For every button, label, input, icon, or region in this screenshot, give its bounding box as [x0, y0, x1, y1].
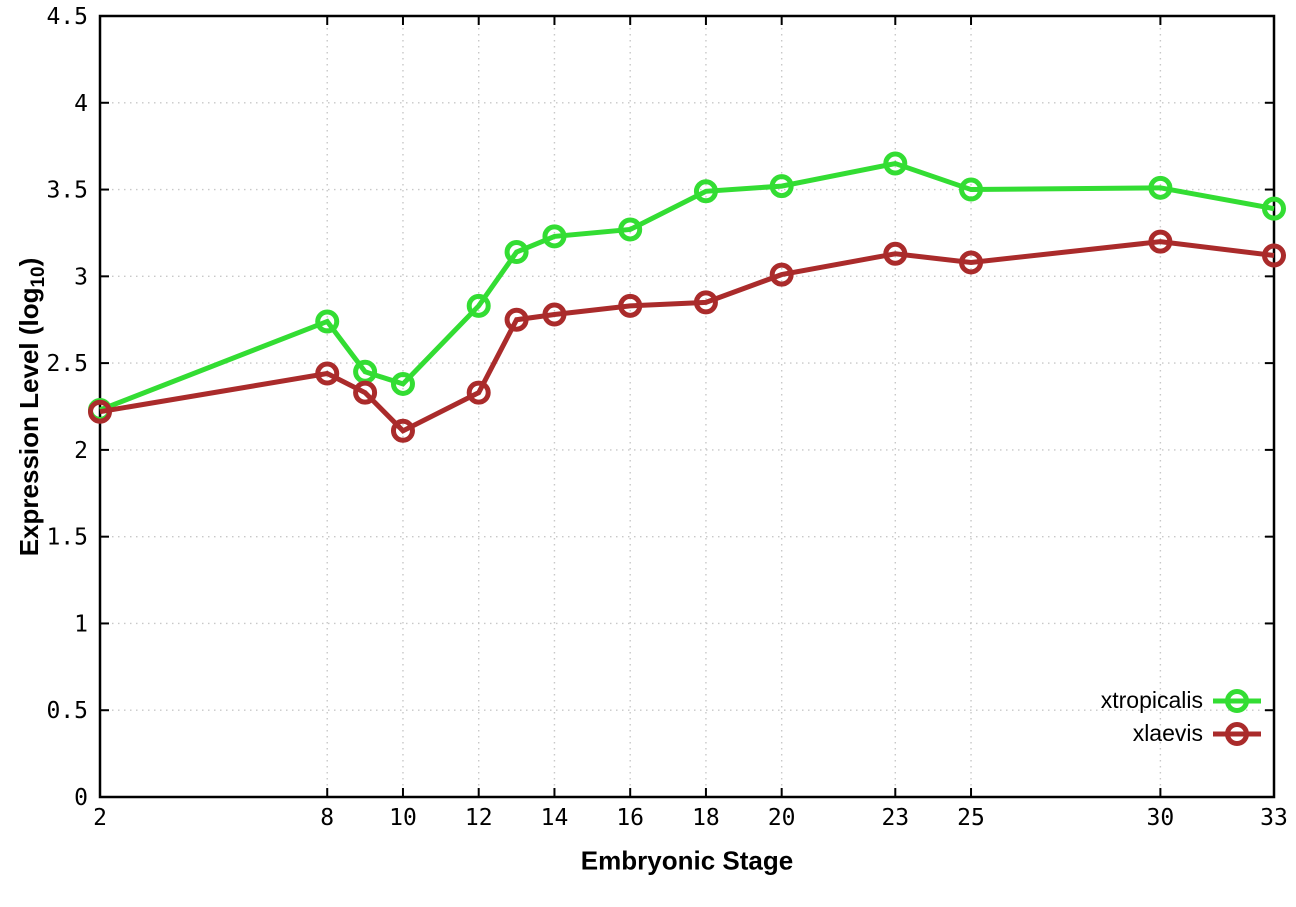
- x-tick-label-14: 14: [541, 805, 569, 831]
- legend-marker-xtropicalis: [1213, 688, 1261, 713]
- series-point-xlaevis-stage-18: [693, 290, 718, 315]
- series-point-xlaevis-stage-23: [883, 241, 908, 266]
- x-tick-label-16: 16: [616, 805, 644, 831]
- x-tick-label-2: 2: [93, 805, 107, 831]
- series-point-xlaevis-stage-20: [769, 262, 794, 287]
- x-tick-label-18: 18: [692, 805, 720, 831]
- series-point-xtropicalis-stage-14: [542, 224, 567, 249]
- series-point-xlaevis-stage-2: [88, 399, 112, 424]
- y-tick-label-3: 3: [74, 264, 88, 290]
- legend-label-xtropicalis: xtropicalis: [1100, 687, 1203, 713]
- series-line-xlaevis: [99, 239, 1275, 434]
- legend-entry-xtropicalis: xtropicalis: [1101, 684, 1262, 717]
- y-tick-label-3.5: 3.5: [46, 178, 88, 204]
- series-point-xlaevis-stage-9: [353, 380, 378, 405]
- legend-label-xlaevis: xlaevis: [1132, 720, 1203, 746]
- series-point-xtropicalis-stage-25: [959, 177, 984, 202]
- legend-circle-xtropicalis: [1225, 688, 1249, 713]
- series-point-xtropicalis-stage-18: [693, 179, 718, 204]
- series-point-xlaevis-stage-25: [959, 250, 984, 275]
- plot-border: [98, 14, 1276, 799]
- series-point-xtropicalis-stage-20: [769, 174, 794, 199]
- x-tick-label-23: 23: [881, 805, 909, 831]
- y-axis-title-subscript: 10: [28, 266, 50, 288]
- legend-marker-xlaevis: [1213, 721, 1261, 746]
- series-point-xlaevis-stage-12: [466, 380, 491, 405]
- series-point-xlaevis-stage-14: [542, 302, 567, 327]
- series-point-xtropicalis-stage-16: [618, 217, 643, 242]
- legend: xtropicalis xlaevis: [1101, 684, 1262, 750]
- series-xlaevis: [88, 229, 1286, 443]
- legend-circle-xlaevis: [1225, 721, 1249, 746]
- y-axis-title-text: Expression Level (log: [13, 287, 44, 557]
- x-tick-label-10: 10: [389, 805, 417, 831]
- y-tick-label-0.5: 0.5: [46, 698, 88, 724]
- series-point-xlaevis-stage-16: [618, 293, 643, 318]
- series-point-xlaevis-stage-13: [504, 307, 529, 332]
- x-tick-label-8: 8: [320, 805, 334, 831]
- x-axis-title: Embryonic Stage: [580, 845, 794, 876]
- series-point-xlaevis-stage-10: [390, 418, 415, 443]
- series-point-xlaevis-stage-30: [1148, 229, 1173, 254]
- series-point-xtropicalis-stage-30: [1148, 175, 1173, 200]
- y-tick-label-2: 2: [74, 438, 88, 464]
- y-tick-label-4.5: 4.5: [46, 4, 88, 30]
- legend-entry-xlaevis: xlaevis: [1101, 717, 1262, 750]
- y-tick-label-1.5: 1.5: [46, 525, 88, 551]
- series-point-xtropicalis-stage-8: [315, 309, 340, 334]
- y-tick-label-0: 0: [74, 785, 88, 811]
- x-tick-label-20: 20: [768, 805, 796, 831]
- y-tick-label-4: 4: [74, 91, 88, 117]
- y-axis-title: Expression Level (log10): [14, 258, 50, 557]
- series-line-xtropicalis: [99, 160, 1275, 413]
- x-tick-label-12: 12: [465, 805, 493, 831]
- series-point-xlaevis-stage-8: [315, 361, 340, 386]
- y-tick-label-1: 1: [74, 611, 88, 637]
- y-axis-title-close: ): [13, 257, 44, 267]
- series-point-xtropicalis-stage-13: [504, 240, 529, 265]
- series-point-xlaevis-stage-33: [1262, 243, 1286, 268]
- series-point-xtropicalis-stage-12: [466, 293, 491, 318]
- x-tick-label-30: 30: [1147, 805, 1175, 831]
- x-tick-label-25: 25: [957, 805, 985, 831]
- series-point-xtropicalis-stage-10: [390, 371, 415, 396]
- series-xtropicalis: [88, 151, 1286, 422]
- series-point-xtropicalis-stage-33: [1262, 196, 1286, 221]
- y-tick-label-2.5: 2.5: [46, 351, 88, 377]
- series-point-xtropicalis-stage-23: [883, 151, 908, 176]
- x-tick-label-33: 33: [1260, 805, 1288, 831]
